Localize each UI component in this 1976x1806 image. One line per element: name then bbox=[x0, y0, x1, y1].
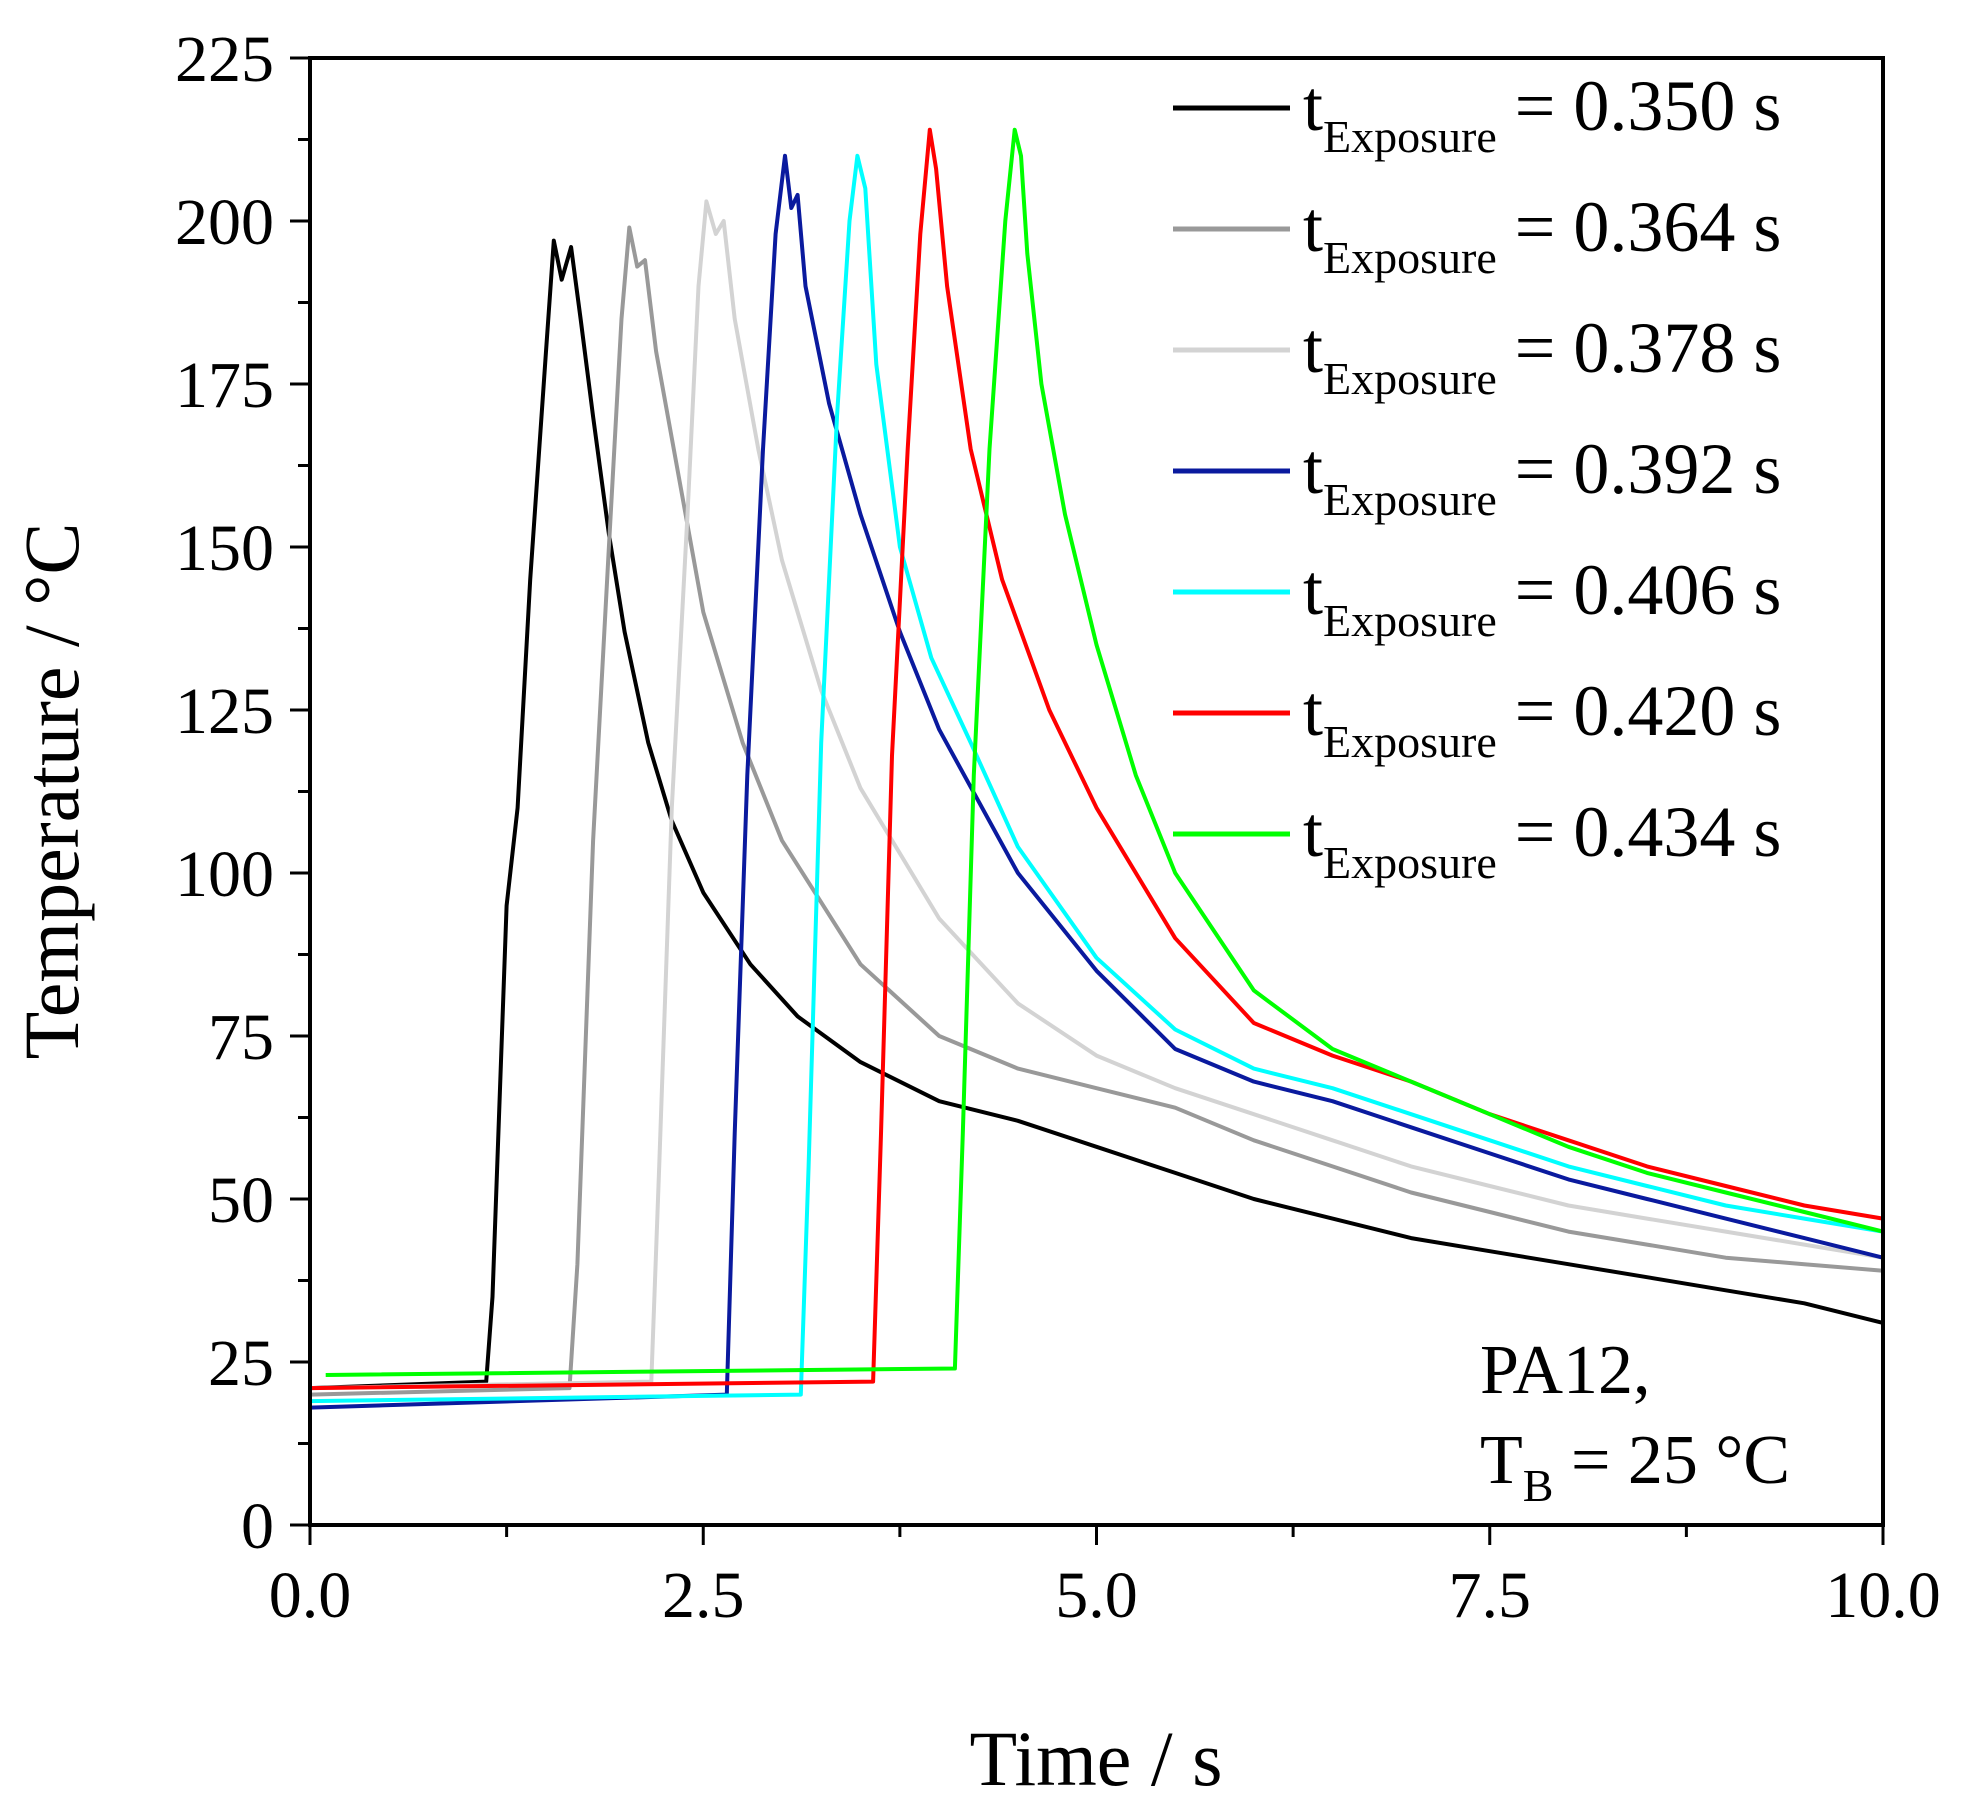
legend-label-7: tExposure = 0.434 s bbox=[1303, 792, 1781, 888]
x-tick-label: 7.5 bbox=[1449, 1559, 1532, 1632]
annotation-line2-main: T bbox=[1480, 1422, 1523, 1499]
series-line-2 bbox=[309, 225, 1884, 1397]
legend-label-4: tExposure = 0.392 s bbox=[1303, 429, 1781, 525]
legend-label-5: tExposure = 0.406 s bbox=[1303, 550, 1781, 646]
x-tick-label: 5.0 bbox=[1055, 1559, 1138, 1632]
series-line-4 bbox=[309, 153, 1884, 1410]
x-tick-labels: 0.0 2.5 5.0 7.5 10.0 bbox=[269, 1559, 1941, 1632]
y-tick-label: 175 bbox=[175, 349, 274, 422]
y-tick-label: 200 bbox=[175, 186, 274, 259]
series-line-7 bbox=[325, 127, 1884, 1377]
x-tick-label: 2.5 bbox=[662, 1559, 745, 1632]
y-tick-label: 225 bbox=[175, 23, 274, 96]
series-layer bbox=[309, 127, 1884, 1410]
legend-label-1: tExposure = 0.350 s bbox=[1303, 66, 1781, 162]
annotation-line2-rest: = 25 °C bbox=[1553, 1422, 1790, 1499]
series-line-3 bbox=[309, 199, 1884, 1391]
x-axis-title: Time / s bbox=[970, 1715, 1223, 1802]
y-tick-label: 50 bbox=[208, 1164, 274, 1237]
y-tick-labels: 0 25 50 75 100 125 150 175 200 225 bbox=[175, 23, 274, 1563]
y-tick-label: 25 bbox=[208, 1327, 274, 1400]
y-axis-title: Temperature / °C bbox=[8, 523, 95, 1060]
series-line-6 bbox=[309, 127, 1884, 1391]
x-tick-label: 10.0 bbox=[1825, 1559, 1941, 1632]
legend: tExposure = 0.350 s tExposure = 0.364 s tE… bbox=[1173, 66, 1781, 888]
annotation: PA12, TB = 25 °C bbox=[1480, 1332, 1790, 1511]
x-tick-label: 0.0 bbox=[269, 1559, 352, 1632]
y-tick-label: 100 bbox=[175, 838, 274, 911]
annotation-line1: PA12, bbox=[1480, 1332, 1651, 1409]
annotation-line2: TB = 25 °C bbox=[1480, 1422, 1790, 1511]
y-tick-label: 75 bbox=[208, 1001, 274, 1074]
series-line-1 bbox=[309, 238, 1884, 1391]
series-line-5 bbox=[309, 153, 1884, 1404]
legend-label-6: tExposure = 0.420 s bbox=[1303, 671, 1781, 767]
annotation-line2-sub: B bbox=[1523, 1460, 1554, 1511]
legend-label-2: tExposure = 0.364 s bbox=[1303, 187, 1781, 283]
y-tick-label: 0 bbox=[241, 1490, 274, 1563]
y-tick-label: 125 bbox=[175, 675, 274, 748]
y-tick-label: 150 bbox=[175, 512, 274, 585]
tick-layer bbox=[290, 56, 1885, 1545]
legend-label-3: tExposure = 0.378 s bbox=[1303, 308, 1781, 404]
